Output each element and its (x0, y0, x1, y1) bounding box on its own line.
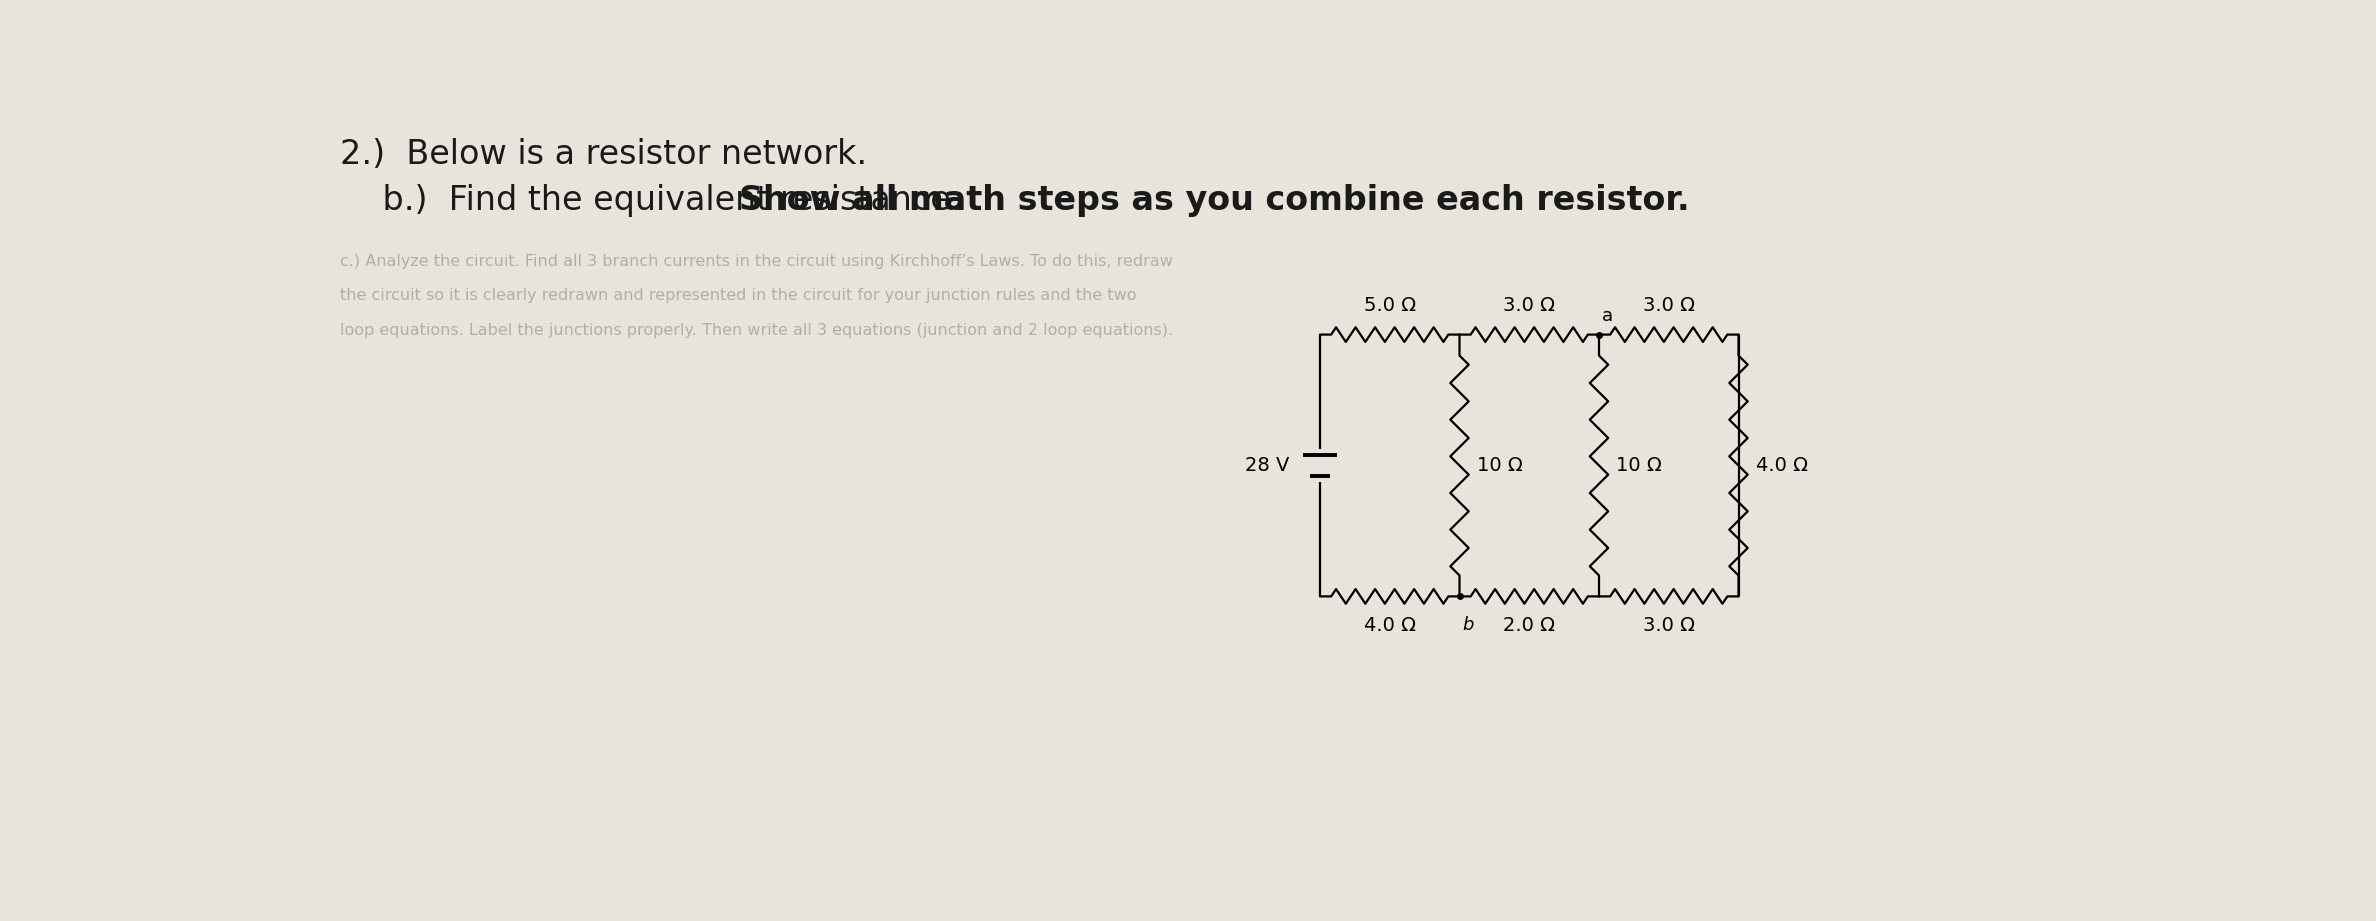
Text: 3.0 Ω: 3.0 Ω (1504, 297, 1556, 315)
Text: 3.0 Ω: 3.0 Ω (1642, 297, 1694, 315)
Text: 2.0 Ω: 2.0 Ω (1504, 615, 1556, 635)
Text: 4.0 Ω: 4.0 Ω (1756, 456, 1808, 475)
Text: 2.)  Below is a resistor network.: 2.) Below is a resistor network. (340, 138, 867, 171)
Text: a: a (1601, 308, 1613, 325)
Text: 10 Ω: 10 Ω (1616, 456, 1661, 475)
Text: 3.0 Ω: 3.0 Ω (1642, 615, 1694, 635)
Text: Show all math steps as you combine each resistor.: Show all math steps as you combine each … (739, 184, 1689, 217)
Text: 5.0 Ω: 5.0 Ω (1364, 297, 1416, 315)
Text: the circuit so it is clearly redrawn and represented in the circuit for your jun: the circuit so it is clearly redrawn and… (340, 288, 1136, 303)
Text: 4.0 Ω: 4.0 Ω (1364, 615, 1416, 635)
Text: b.)  Find the equivalent resistance.: b.) Find the equivalent resistance. (340, 184, 972, 217)
Text: loop equations. Label the junctions properly. Then write all 3 equations (juncti: loop equations. Label the junctions prop… (340, 323, 1174, 338)
Text: 28 V: 28 V (1245, 456, 1290, 475)
Text: 10 Ω: 10 Ω (1475, 456, 1523, 475)
Text: c.) Analyze the circuit. Find all 3 branch currents in the circuit using Kirchho: c.) Analyze the circuit. Find all 3 bran… (340, 254, 1171, 269)
Text: b: b (1464, 615, 1473, 634)
